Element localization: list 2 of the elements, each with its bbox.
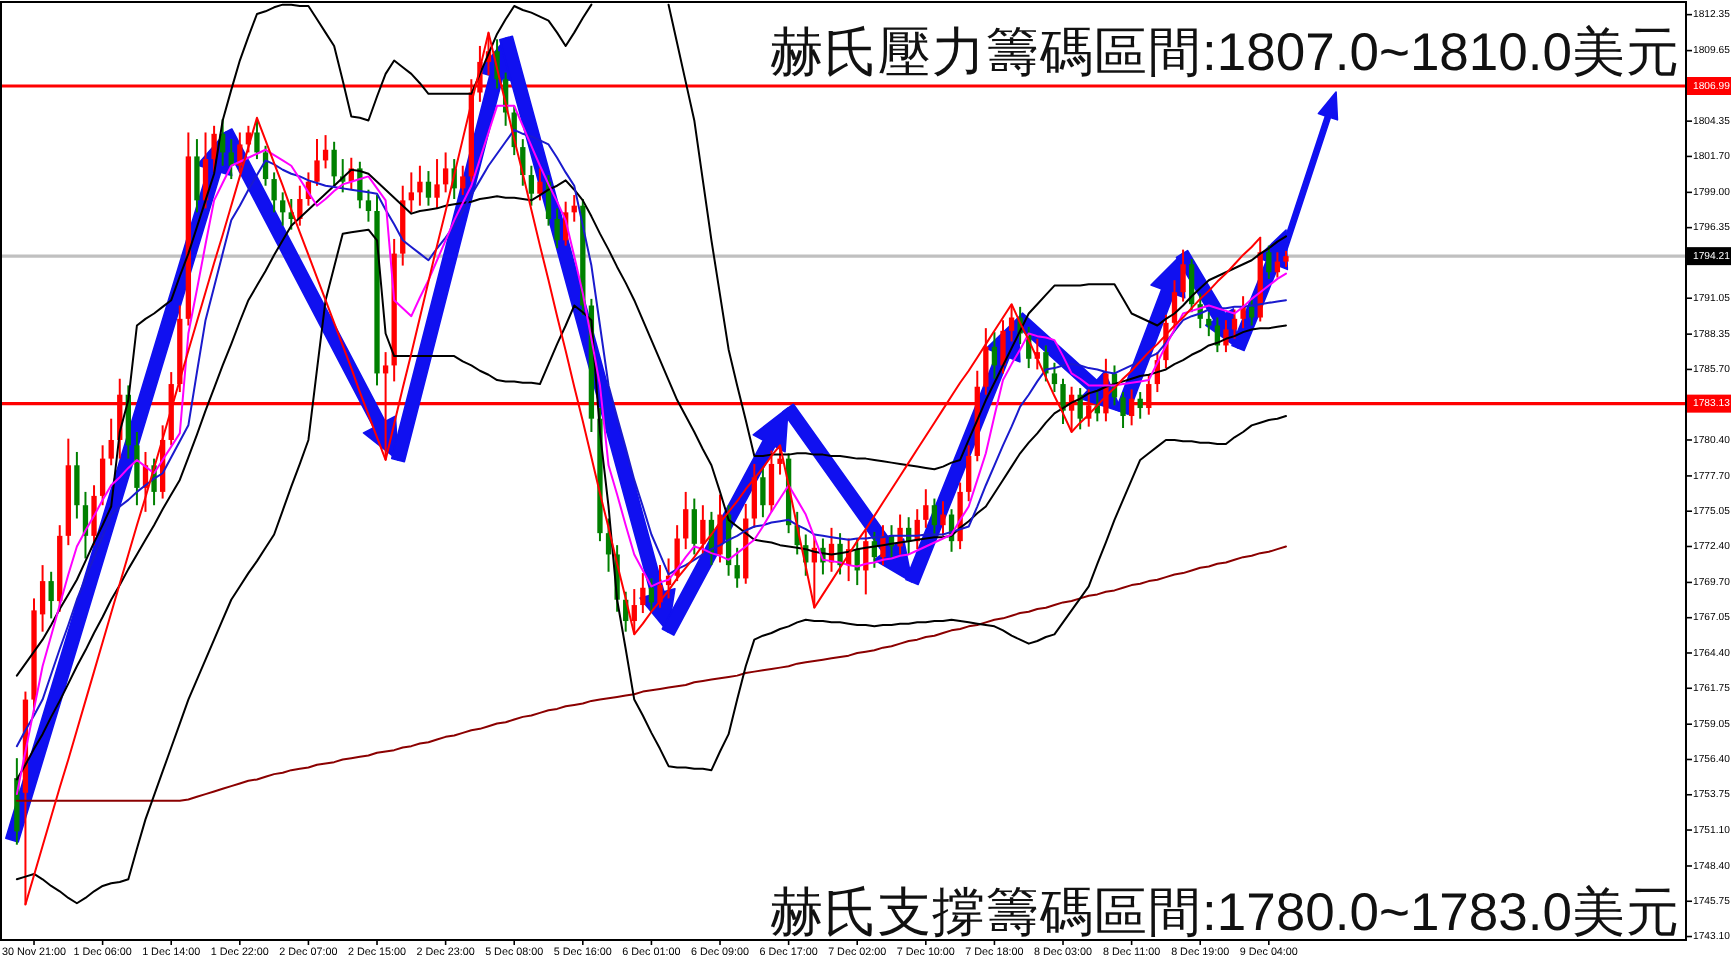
annotation: 赫氏壓力籌碼區間:1807.0~1810.0美元 [770, 22, 1680, 82]
annotation: 赫氏支撐籌碼區間:1780.0~1783.0美元 [770, 882, 1680, 942]
